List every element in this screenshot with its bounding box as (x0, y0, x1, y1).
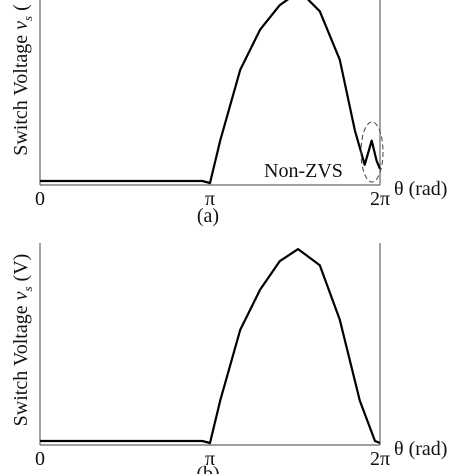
y-axis-label-part: (V) (10, 254, 32, 287)
x-tick-label: 2π (370, 448, 390, 470)
x-tick-label: π (205, 188, 215, 210)
y-axis-label-part: s (20, 16, 35, 21)
x-tick-label: π (205, 448, 215, 470)
y-axis-label-part: v (10, 291, 32, 300)
x-tick-label: 2π (370, 188, 390, 210)
x-tick-label: 0 (35, 188, 45, 210)
caption: (a) (197, 205, 219, 227)
y-axis-label-part: Switch Voltage (10, 300, 32, 426)
x-axis-label: θ (rad) (394, 178, 447, 200)
y-axis-label-part: ( (10, 4, 32, 16)
y-axis-label: Switch Voltage vs ( (10, 4, 35, 156)
y-axis-label-part: s (20, 286, 35, 291)
waveform (40, 248, 381, 445)
annotation-ellipse (360, 121, 384, 183)
x-tick-label: 0 (35, 448, 45, 470)
y-axis-label-part: Switch Voltage (10, 30, 32, 156)
y-axis-label-part: v (10, 21, 32, 30)
waveform (40, 0, 382, 185)
y-axis-label: Switch Voltage vs (V) (10, 254, 35, 427)
annotation: Non-ZVS (264, 160, 343, 182)
caption: (b) (196, 463, 219, 474)
x-axis-label: θ (rad) (394, 438, 447, 460)
